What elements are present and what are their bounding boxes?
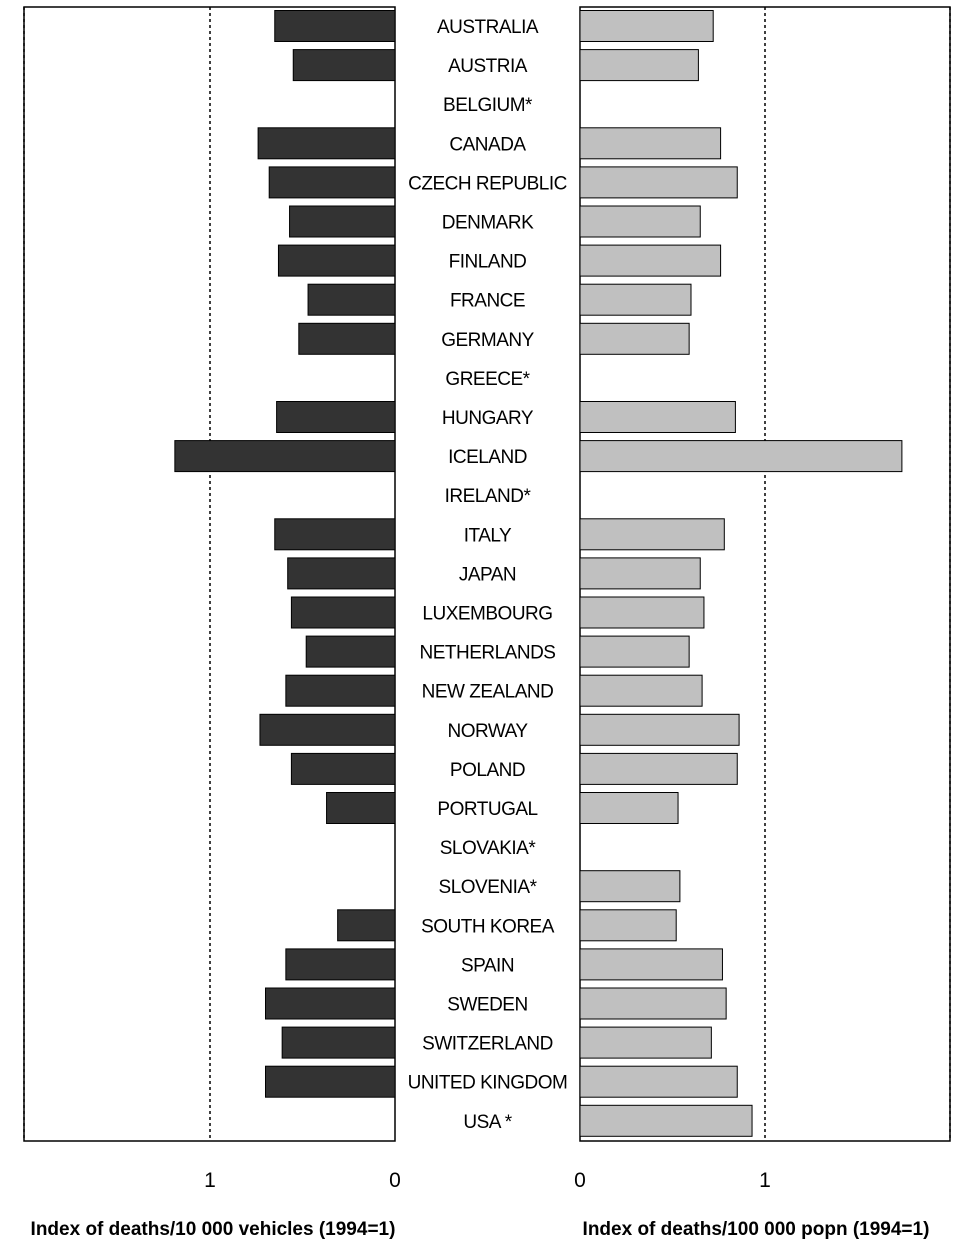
bar-vehicles-7 bbox=[307, 283, 396, 316]
bar-population-18 bbox=[579, 713, 740, 746]
bar-vehicles-8 bbox=[298, 322, 396, 355]
bar-vehicles-6 bbox=[277, 244, 396, 277]
country-label: SOUTH KOREA bbox=[421, 916, 555, 937]
bar-population-23 bbox=[579, 909, 677, 942]
country-label: CZECH REPUBLIC bbox=[408, 173, 567, 194]
left-axis-label: Index of deaths/10 000 vehicles (1994=1) bbox=[31, 1219, 396, 1240]
bar-population-3 bbox=[579, 127, 722, 160]
bar-population-8 bbox=[579, 322, 690, 355]
country-label: NORWAY bbox=[447, 721, 528, 742]
bar-vehicles-16 bbox=[305, 635, 396, 668]
bar-vehicles-5 bbox=[289, 205, 396, 238]
country-label: FRANCE bbox=[450, 291, 525, 312]
bar-population-26 bbox=[579, 1026, 712, 1059]
right-panel-population bbox=[579, 6, 951, 1142]
country-label: SLOVENIA* bbox=[439, 877, 538, 898]
bar-population-7 bbox=[579, 283, 692, 316]
right-axis-label: Index of deaths/100 000 popn (1994=1) bbox=[583, 1219, 930, 1240]
bar-population-15 bbox=[579, 596, 705, 629]
country-label: AUSTRIA bbox=[448, 56, 528, 77]
bar-vehicles-25 bbox=[265, 987, 396, 1020]
bar-vehicles-11 bbox=[174, 440, 396, 473]
right-tick-0: 0 bbox=[574, 1169, 586, 1192]
country-label: PORTUGAL bbox=[437, 799, 537, 820]
bar-population-0 bbox=[579, 10, 714, 42]
tick-labels: 1 0 0 1 bbox=[204, 1169, 771, 1192]
bar-population-16 bbox=[579, 635, 690, 668]
left-panel-vehicles bbox=[23, 6, 396, 1142]
bar-population-19 bbox=[579, 752, 738, 785]
country-label: SPAIN bbox=[461, 955, 514, 976]
country-label: IRELAND* bbox=[445, 486, 532, 507]
country-label: ITALY bbox=[464, 525, 512, 546]
country-label: USA * bbox=[463, 1112, 512, 1133]
bar-population-5 bbox=[579, 205, 701, 238]
bar-vehicles-10 bbox=[276, 401, 396, 433]
bar-population-17 bbox=[579, 674, 703, 707]
left-tick-1: 1 bbox=[204, 1169, 216, 1192]
bar-population-14 bbox=[579, 557, 701, 590]
bar-vehicles-17 bbox=[285, 674, 396, 707]
bar-vehicles-27 bbox=[265, 1065, 396, 1098]
country-label: NETHERLANDS bbox=[420, 643, 556, 664]
bar-vehicles-0 bbox=[274, 10, 396, 42]
bar-population-22 bbox=[579, 870, 681, 903]
bar-population-25 bbox=[579, 987, 727, 1020]
bar-population-24 bbox=[579, 948, 723, 981]
country-label: GREECE* bbox=[445, 369, 530, 390]
bar-vehicles-26 bbox=[281, 1026, 396, 1059]
bar-vehicles-18 bbox=[259, 713, 396, 746]
right-tick-1: 1 bbox=[759, 1169, 771, 1192]
country-label: BELGIUM* bbox=[443, 95, 533, 116]
bar-population-4 bbox=[579, 166, 738, 199]
left-tick-0: 0 bbox=[389, 1169, 401, 1192]
bar-vehicles-1 bbox=[292, 49, 396, 82]
country-label: ICELAND bbox=[448, 447, 527, 468]
bar-population-28 bbox=[579, 1104, 753, 1137]
bar-vehicles-13 bbox=[274, 518, 396, 551]
country-label: HUNGARY bbox=[442, 408, 534, 429]
bar-population-13 bbox=[579, 518, 725, 551]
bar-vehicles-15 bbox=[290, 596, 396, 629]
bar-vehicles-19 bbox=[290, 752, 396, 785]
country-label: POLAND bbox=[450, 760, 525, 781]
bar-vehicles-14 bbox=[287, 557, 396, 590]
country-label: CANADA bbox=[449, 134, 526, 155]
bar-population-6 bbox=[579, 244, 722, 277]
bar-vehicles-20 bbox=[326, 792, 396, 824]
bar-population-20 bbox=[579, 792, 679, 824]
country-label: SWITZERLAND bbox=[422, 1034, 553, 1055]
country-label: GERMANY bbox=[441, 330, 534, 351]
country-label: SWEDEN bbox=[447, 995, 527, 1016]
bar-vehicles-4 bbox=[268, 166, 396, 199]
country-label: NEW ZEALAND bbox=[422, 682, 554, 703]
country-labels: AUSTRALIA AUSTRIA BELGIUM* CANADA CZECH REPU… bbox=[408, 17, 568, 1133]
country-label: FINLAND bbox=[449, 252, 527, 273]
bar-population-1 bbox=[579, 49, 699, 82]
bar-vehicles-23 bbox=[337, 909, 396, 942]
bar-vehicles-24 bbox=[285, 948, 396, 981]
bar-population-27 bbox=[579, 1065, 738, 1098]
country-label: JAPAN bbox=[459, 564, 516, 585]
bar-population-11 bbox=[579, 440, 903, 473]
country-label: AUSTRALIA bbox=[437, 17, 539, 38]
bar-population-10 bbox=[579, 401, 736, 433]
country-label: LUXEMBOURG bbox=[422, 604, 552, 625]
country-label: SLOVAKIA* bbox=[440, 838, 537, 859]
country-label: DENMARK bbox=[442, 213, 534, 234]
country-label: UNITED KINGDOM bbox=[408, 1073, 568, 1094]
bar-vehicles-3 bbox=[257, 127, 396, 160]
